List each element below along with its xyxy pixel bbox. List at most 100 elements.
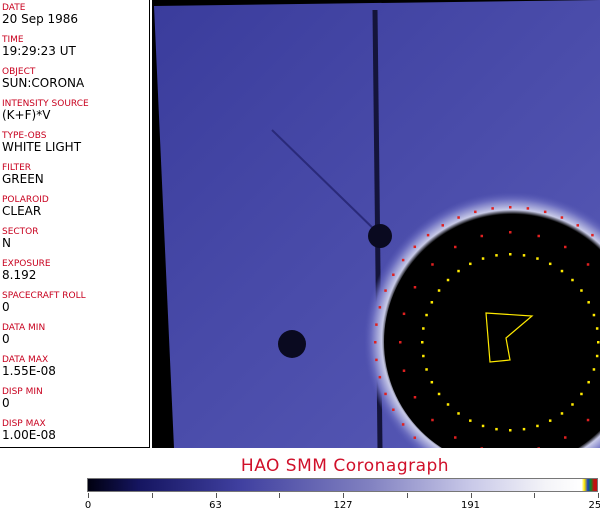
colorbar-tick-label: 0	[84, 500, 92, 511]
marker	[437, 392, 441, 396]
marker	[413, 436, 417, 439]
marker	[576, 224, 579, 227]
marker	[564, 436, 567, 439]
field-date: DATE 20 Sep 1986	[2, 3, 78, 26]
field-value: 1.00E-08	[2, 428, 56, 442]
marker	[401, 423, 405, 426]
chart-title: HAO SMM Coronagraph	[240, 456, 450, 476]
marker	[509, 253, 512, 256]
field-label: SECTOR	[2, 227, 39, 237]
marker	[384, 289, 387, 292]
marker	[480, 234, 484, 238]
colorbar-tick-label: 127	[333, 500, 353, 511]
colorbar-tick	[406, 493, 408, 498]
field-time: TIME 19:29:23 UT	[2, 35, 76, 58]
field-value: 0	[2, 300, 10, 314]
field-object: OBJECT SUN:CORONA	[2, 67, 84, 90]
marker	[597, 341, 600, 344]
marker	[454, 436, 457, 439]
field-exposure: EXPOSURE 8.192	[2, 259, 51, 282]
field-type-obs: TYPE-OBS WHITE LIGHT	[2, 131, 81, 154]
colorbar-tick	[215, 493, 217, 498]
marker	[425, 313, 428, 317]
field-value: 1.55E-08	[2, 364, 56, 378]
header-info-panel: DATE 20 Sep 1986 TIME 19:29:23 UT OBJECT SUN:…	[0, 0, 150, 448]
marker	[509, 206, 512, 209]
field-label: DISP MIN	[2, 387, 43, 397]
marker	[457, 412, 460, 415]
field-value: 20 Sep 1986	[2, 12, 79, 26]
marker	[548, 262, 552, 266]
marker	[537, 447, 540, 448]
marker	[595, 354, 599, 358]
marker	[401, 258, 405, 262]
marker	[402, 369, 406, 372]
marker	[548, 419, 552, 422]
marker	[592, 313, 596, 317]
field-value: GREEN	[2, 172, 44, 186]
marker	[526, 207, 530, 210]
marker	[399, 341, 402, 344]
marker	[509, 429, 512, 432]
marker	[454, 245, 457, 249]
field-filter: FILTER GREEN	[2, 163, 44, 186]
field-value: 0	[2, 396, 10, 410]
marker	[580, 392, 583, 396]
marker	[469, 262, 472, 266]
coronagraph-image	[152, 0, 600, 448]
field-spacecraft-roll: SPACECRAFT ROLL 0	[2, 291, 86, 314]
overlay-markers	[374, 206, 600, 448]
marker	[425, 368, 428, 371]
marker	[421, 341, 424, 344]
marker	[592, 368, 596, 371]
colorbar-tick-label: 191	[460, 500, 481, 511]
marker	[375, 358, 378, 362]
marker	[586, 263, 590, 266]
colorbar-tick-label: 63	[209, 500, 222, 511]
marker	[522, 427, 526, 431]
field-value: WHITE LIGHT	[2, 140, 82, 154]
marker	[480, 447, 484, 448]
marker	[474, 210, 477, 214]
marker	[536, 257, 539, 260]
marker	[491, 207, 494, 210]
colorbar-tick-label: 255	[588, 500, 600, 511]
marker	[437, 289, 441, 292]
marker	[446, 403, 450, 406]
marker	[392, 273, 395, 276]
field-polaroid: POLAROID CLEAR	[2, 195, 49, 218]
marker	[481, 257, 485, 260]
marker	[595, 327, 599, 330]
marker	[587, 301, 590, 304]
field-data-min: DATA MIN 0	[2, 323, 45, 346]
region-outline	[485, 312, 534, 363]
colorbar-tick	[598, 493, 599, 498]
field-label: EXPOSURE	[2, 259, 51, 269]
marker	[560, 216, 564, 219]
field-label: SPACECRAFT ROLL	[2, 291, 86, 301]
field-intensity-source: INTENSITY SOURCE (K+F)*V	[2, 99, 89, 122]
field-label: DATA MIN	[2, 323, 46, 333]
marker	[509, 231, 512, 234]
field-label: POLAROID	[2, 195, 49, 205]
colorbar-tick	[279, 493, 281, 498]
marker	[495, 427, 498, 431]
field-value: (K+F)*V	[2, 108, 51, 122]
marker	[580, 289, 583, 292]
marker	[457, 216, 460, 219]
field-label: TIME	[2, 35, 24, 45]
marker	[374, 341, 377, 344]
marker	[537, 234, 540, 238]
marker	[441, 224, 444, 227]
marker	[571, 403, 574, 406]
marker	[431, 263, 434, 266]
marker	[413, 286, 417, 289]
field-value: N	[2, 236, 11, 250]
field-disp-max: DISP MAX 1.00E-08	[2, 419, 56, 442]
marker	[495, 254, 498, 257]
marker	[522, 254, 526, 257]
field-value: 19:29:23 UT	[2, 44, 76, 58]
field-label: DISP MAX	[2, 419, 46, 429]
marker	[413, 396, 417, 399]
marker	[543, 210, 547, 214]
